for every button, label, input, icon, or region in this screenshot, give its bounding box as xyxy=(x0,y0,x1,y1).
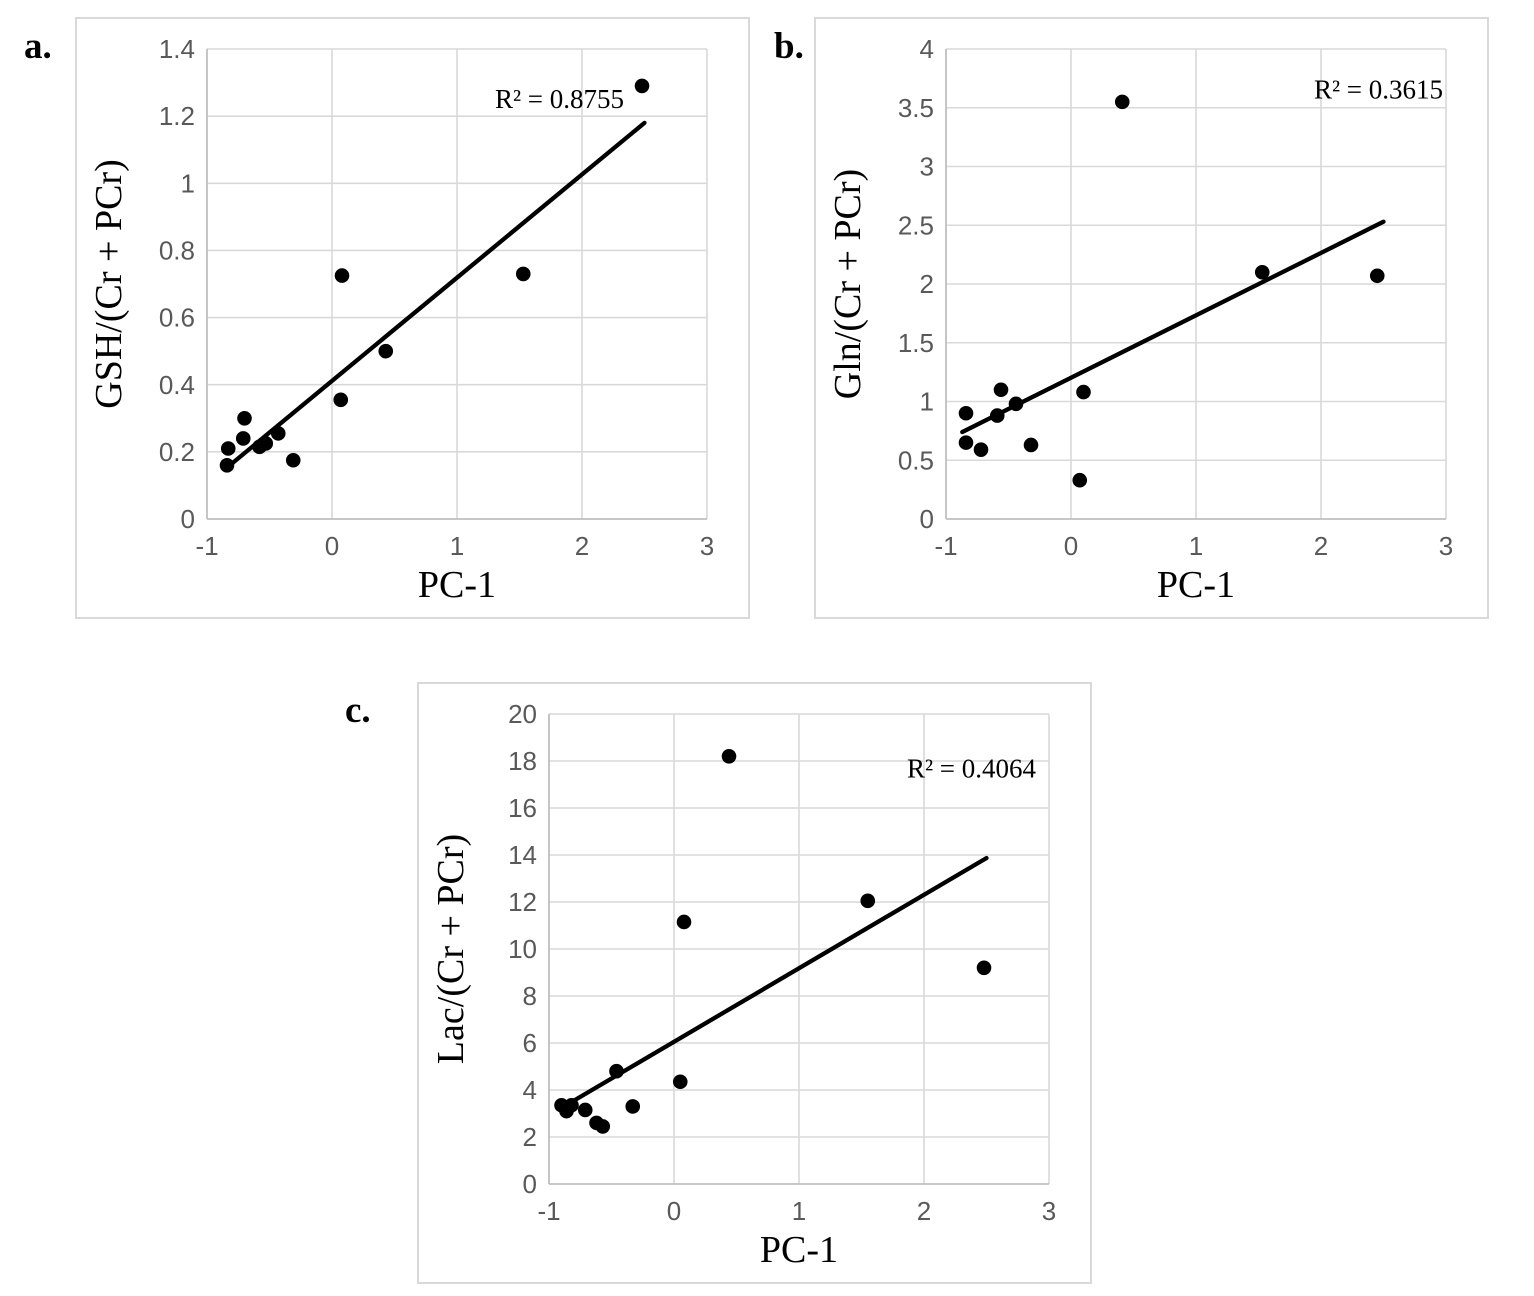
data-point xyxy=(1369,268,1385,284)
y-tick-label: 4 xyxy=(523,1075,537,1105)
data-point xyxy=(993,382,1009,398)
y-axis-title: Lac/(Cr + PCr) xyxy=(430,834,472,1064)
y-tick-label: 1 xyxy=(181,168,195,198)
x-tick-label: -1 xyxy=(537,1196,560,1226)
data-point xyxy=(577,1102,593,1118)
data-point xyxy=(235,431,251,446)
y-tick-label: 12 xyxy=(508,887,537,917)
x-axis-title: PC-1 xyxy=(418,564,496,606)
data-point xyxy=(1254,264,1270,280)
data-point xyxy=(721,749,737,764)
data-point xyxy=(634,78,650,94)
trendline xyxy=(960,219,1386,435)
chart-panel-b: 0 0.5 1 1.5 2 2.5 3 3.5 4 -1 0 1 2 3 PC-1 Gln/(Cr + PCr… xyxy=(814,17,1489,619)
x-tick-label: 2 xyxy=(1314,531,1328,561)
panel-label-c: c. xyxy=(345,690,371,731)
r-squared-annotation: R² = 0.3615 xyxy=(1314,74,1443,104)
y-tick-label: 0 xyxy=(181,504,195,534)
y-tick-label: 0 xyxy=(523,1169,537,1199)
data-point xyxy=(270,426,286,441)
x-tick-label: 0 xyxy=(325,531,339,561)
y-tick-label: 10 xyxy=(508,934,537,964)
x-tick-label: 2 xyxy=(917,1196,931,1226)
data-point xyxy=(676,914,692,930)
data-point xyxy=(1023,437,1039,453)
y-tick-label: 0.6 xyxy=(159,303,195,333)
chart-panel-c: 0 2 4 6 8 10 12 14 16 18 20 -1 0 1 2 3 PC-1 Lac/(Cr + PCr… xyxy=(417,682,1092,1284)
y-tick-label: 2 xyxy=(523,1122,537,1152)
r-squared-annotation: R² = 0.4064 xyxy=(907,753,1037,783)
y-tick-label: 14 xyxy=(508,840,537,870)
data-point xyxy=(333,392,349,408)
x-axis-title: PC-1 xyxy=(760,1229,838,1271)
y-tick-label: 0 xyxy=(920,504,934,534)
data-point xyxy=(334,268,350,283)
trendline xyxy=(223,120,647,471)
data-point xyxy=(976,960,992,976)
y-tick-label: 2.5 xyxy=(898,210,934,240)
data-point xyxy=(973,442,989,457)
data-point xyxy=(378,343,394,359)
data-point xyxy=(1114,94,1130,110)
x-tick-label: 1 xyxy=(792,1196,806,1226)
data-point xyxy=(258,436,274,451)
x-tick-label: -1 xyxy=(195,531,218,561)
y-tick-label: 0.5 xyxy=(898,445,934,475)
data-point xyxy=(958,435,974,450)
panel-label-b: b. xyxy=(774,26,804,67)
x-tick-label: 3 xyxy=(700,531,714,561)
data-point xyxy=(220,441,236,456)
x-tick-label: 2 xyxy=(575,531,589,561)
x-tick-label: -1 xyxy=(934,531,957,561)
data-point xyxy=(989,408,1005,423)
data-point xyxy=(625,1099,641,1114)
y-tick-label: 6 xyxy=(523,1028,537,1058)
y-tick-label: 8 xyxy=(523,981,537,1011)
chart-panel-a: 0 0.2 0.4 0.6 0.8 1 1.2 1.4 -1 0 1 2 3 PC-1 GSH/(Cr + … xyxy=(75,17,750,619)
data-point xyxy=(1008,396,1024,412)
data-point xyxy=(285,452,301,468)
data-point xyxy=(515,266,531,282)
y-tick-label: 1.4 xyxy=(159,34,195,64)
data-point xyxy=(564,1097,579,1113)
y-axis-title: Gln/(Cr + PCr) xyxy=(827,169,869,399)
y-tick-label: 4 xyxy=(920,34,934,64)
y-tick-label: 1 xyxy=(920,387,934,417)
r-squared-annotation: R² = 0.8755 xyxy=(495,84,624,114)
data-point xyxy=(609,1063,624,1079)
data-point xyxy=(672,1074,688,1090)
data-point xyxy=(237,410,252,426)
x-tick-label: 3 xyxy=(1439,531,1453,561)
x-axis-title: PC-1 xyxy=(1157,564,1235,606)
y-tick-label: 2 xyxy=(920,269,934,299)
y-tick-label: 1.2 xyxy=(159,101,195,131)
panel-label-a: a. xyxy=(24,26,52,67)
x-tick-label: 1 xyxy=(450,531,464,561)
y-tick-label: 0.8 xyxy=(159,236,195,266)
y-tick-label: 16 xyxy=(508,793,537,823)
data-point xyxy=(1076,384,1091,400)
y-tick-label: 0.4 xyxy=(159,370,195,400)
x-tick-label: 0 xyxy=(667,1196,681,1226)
y-tick-label: 20 xyxy=(508,699,537,729)
y-tick-label: 1.5 xyxy=(898,328,934,358)
x-tick-label: 0 xyxy=(1064,531,1078,561)
data-point xyxy=(219,457,235,473)
data-point xyxy=(1072,472,1088,488)
data-point xyxy=(958,405,974,421)
x-tick-label: 3 xyxy=(1042,1196,1056,1226)
y-tick-label: 18 xyxy=(508,746,537,776)
trendline xyxy=(561,855,989,1109)
y-axis-title: GSH/(Cr + PCr) xyxy=(88,159,130,408)
data-point xyxy=(595,1119,611,1134)
y-tick-label: 0.2 xyxy=(159,437,195,467)
y-tick-label: 3.5 xyxy=(898,93,934,123)
data-point xyxy=(860,893,876,909)
x-tick-label: 1 xyxy=(1189,531,1203,561)
y-tick-label: 3 xyxy=(920,152,934,182)
